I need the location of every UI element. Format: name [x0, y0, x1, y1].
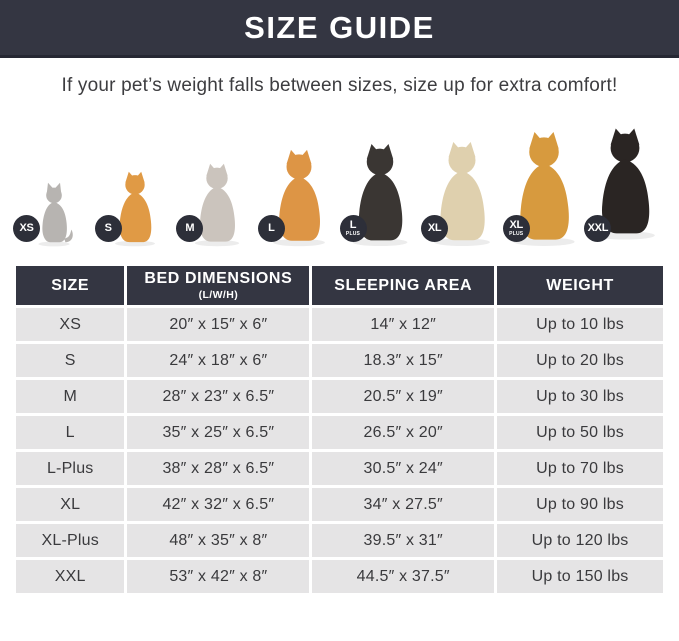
table-row-xl: XL 42″ x 32″ x 6.5″ 34″ x 27.5″ Up to 90… — [16, 488, 663, 521]
cell-bed-dimensions: 48″ x 35″ x 8″ — [127, 524, 310, 557]
size-badge-xl-plus: XL PLUS — [503, 216, 529, 241]
cell-size: S — [16, 344, 125, 377]
size-badge-xs: XS — [14, 216, 39, 241]
cell-size: M — [16, 380, 125, 413]
cell-size: L — [16, 416, 125, 449]
table-row-xxl: XXL 53″ x 42″ x 8″ 44.5″ x 37.5″ Up to 1… — [16, 560, 663, 593]
size-badge-m: M — [177, 216, 203, 241]
pet-size-row: XS S M L L PLUS XL XL PLUS XXL — [13, 109, 666, 247]
cell-size: L-Plus — [16, 452, 125, 485]
size-badge-xl: XL — [422, 216, 448, 241]
size-badge-xxl: XXL — [585, 216, 611, 241]
cell-sleeping-area: 14″ x 12″ — [312, 308, 495, 341]
cell-size: XS — [16, 308, 125, 341]
cell-weight: Up to 50 lbs — [497, 416, 663, 449]
cell-sleeping-area: 26.5″ x 20″ — [312, 416, 495, 449]
col-header-size: SIZE — [16, 266, 125, 305]
cell-bed-dimensions: 35″ x 25″ x 6.5″ — [127, 416, 310, 449]
cell-sleeping-area: 30.5″ x 24″ — [312, 452, 495, 485]
table-row-xs: XS 20″ x 15″ x 6″ 14″ x 12″ Up to 10 lbs — [16, 308, 663, 341]
cell-weight: Up to 150 lbs — [497, 560, 663, 593]
col-header-bed-dimensions: BED DIMENSIONS (L/W/H) — [127, 266, 310, 305]
cell-size: XL-Plus — [16, 524, 125, 557]
cell-sleeping-area: 39.5″ x 31″ — [312, 524, 495, 557]
animal-figure-m: M — [176, 163, 258, 247]
cell-bed-dimensions: 24″ x 18″ x 6″ — [127, 344, 310, 377]
table-row-l: L 35″ x 25″ x 6.5″ 26.5″ x 20″ Up to 50 … — [16, 416, 663, 449]
animal-figure-xl: XL — [421, 141, 503, 247]
animal-figure-l-plus: L PLUS — [340, 143, 422, 247]
table-row-m: M 28″ x 23″ x 6.5″ 20.5″ x 19″ Up to 30 … — [16, 380, 663, 413]
cell-bed-dimensions: 38″ x 28″ x 6.5″ — [127, 452, 310, 485]
table-row-xl-plus: XL-Plus 48″ x 35″ x 8″ 39.5″ x 31″ Up to… — [16, 524, 663, 557]
cell-size: XL — [16, 488, 125, 521]
size-table-header: SIZE BED DIMENSIONS (L/W/H) SLEEPING AREA… — [16, 266, 663, 305]
cell-bed-dimensions: 28″ x 23″ x 6.5″ — [127, 380, 310, 413]
cell-sleeping-area: 34″ x 27.5″ — [312, 488, 495, 521]
animal-figure-xs: XS — [13, 181, 95, 247]
cell-weight: Up to 120 lbs — [497, 524, 663, 557]
cell-bed-dimensions: 53″ x 42″ x 8″ — [127, 560, 310, 593]
col-header-sleeping-area: SLEEPING AREA — [312, 266, 495, 305]
cell-weight: Up to 90 lbs — [497, 488, 663, 521]
size-badge-s: S — [95, 216, 121, 241]
cell-weight: Up to 20 lbs — [497, 344, 663, 377]
cell-sleeping-area: 18.3″ x 15″ — [312, 344, 495, 377]
animal-figure-xl-plus: XL PLUS — [503, 131, 585, 247]
size-badge-l: L — [258, 216, 284, 241]
size-table-body: XS 20″ x 15″ x 6″ 14″ x 12″ Up to 10 lbs… — [16, 308, 663, 593]
animal-figure-l: L — [258, 149, 340, 247]
cell-size: XXL — [16, 560, 125, 593]
cell-sleeping-area: 44.5″ x 37.5″ — [312, 560, 495, 593]
table-row-s: S 24″ x 18″ x 6″ 18.3″ x 15″ Up to 20 lb… — [16, 344, 663, 377]
subtitle: If your pet’s weight falls between sizes… — [61, 75, 618, 96]
size-badge-l-plus: L PLUS — [340, 216, 366, 241]
cell-weight: Up to 10 lbs — [497, 308, 663, 341]
table-row-l-plus: L-Plus 38″ x 28″ x 6.5″ 30.5″ x 24″ Up t… — [16, 452, 663, 485]
cell-bed-dimensions: 42″ x 32″ x 6.5″ — [127, 488, 310, 521]
animal-figure-xxl: XXL — [584, 121, 666, 247]
cell-weight: Up to 70 lbs — [497, 452, 663, 485]
header-bar: SIZE GUIDE — [0, 0, 679, 58]
col-header-weight: WEIGHT — [497, 266, 663, 305]
header-row: SIZE BED DIMENSIONS (L/W/H) SLEEPING AREA… — [16, 266, 663, 305]
cell-bed-dimensions: 20″ x 15″ x 6″ — [127, 308, 310, 341]
cell-weight: Up to 30 lbs — [497, 380, 663, 413]
cell-sleeping-area: 20.5″ x 19″ — [312, 380, 495, 413]
size-table: SIZE BED DIMENSIONS (L/W/H) SLEEPING AREA… — [13, 263, 666, 596]
animal-figure-s: S — [95, 171, 177, 247]
page-title: SIZE GUIDE — [244, 9, 435, 45]
